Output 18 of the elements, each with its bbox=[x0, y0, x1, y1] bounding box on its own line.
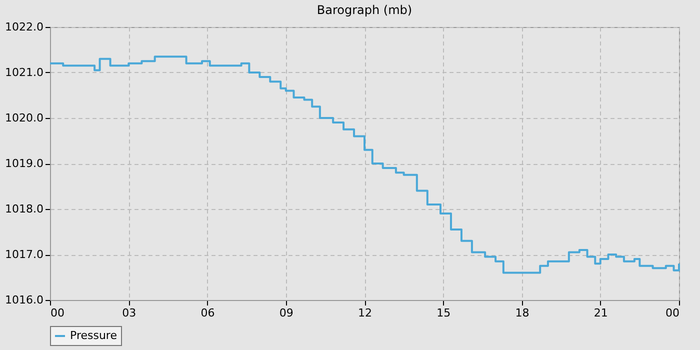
x-tick-label: 18 bbox=[515, 306, 530, 320]
x-tick-label: 12 bbox=[358, 306, 372, 320]
legend-label: Pressure bbox=[70, 329, 118, 342]
x-tick-label: 06 bbox=[200, 306, 215, 320]
x-tick-label: 09 bbox=[279, 306, 294, 320]
y-tick-label: 1017.0 bbox=[5, 248, 44, 261]
x-tick-label: 00 bbox=[666, 306, 680, 320]
chart-title: Barograph (mb) bbox=[316, 3, 412, 17]
y-tick-label: 1021.0 bbox=[5, 66, 44, 79]
x-tick-label: 03 bbox=[122, 306, 136, 320]
y-tick-label: 1020.0 bbox=[5, 112, 44, 124]
y-tick-label: 1016.0 bbox=[5, 294, 44, 306]
y-tick-label: 1019.0 bbox=[5, 157, 44, 170]
y-tick-label: 1022.0 bbox=[5, 20, 44, 34]
y-tick-label: 1018.0 bbox=[5, 202, 44, 216]
x-tick-label: 21 bbox=[594, 306, 608, 320]
x-tick-label: 00 bbox=[50, 306, 64, 320]
x-tick-label: 15 bbox=[436, 306, 451, 320]
